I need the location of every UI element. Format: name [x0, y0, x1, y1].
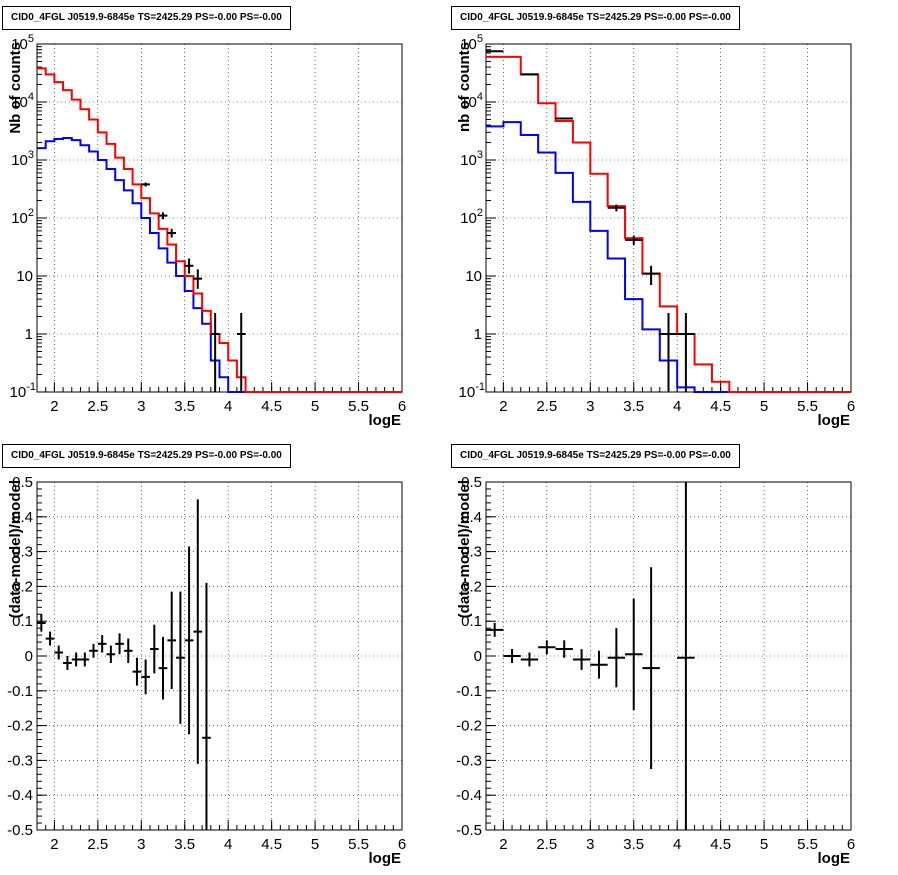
x-tick-label: 3.5	[623, 836, 644, 853]
x-axis-title: logE	[369, 412, 402, 429]
x-tick-label: 3.5	[174, 398, 195, 415]
plot-title-2: CID0_4FGL J0519.9-6845e TS=2425.29 PS=-0…	[451, 6, 740, 30]
x-tick-label: 5.5	[348, 836, 369, 853]
plot-frame	[485, 481, 852, 831]
plot-frame	[36, 481, 403, 831]
x-tick-label: 4.5	[710, 836, 731, 853]
y-tick-label: 0	[474, 648, 482, 665]
model-total-line	[37, 67, 402, 393]
model-component-line	[37, 136, 402, 393]
x-tick-label: 2	[50, 836, 58, 853]
y-tick-label: 10-1	[10, 381, 36, 401]
y-axis-title: (data-model)/model	[456, 480, 473, 618]
y-tick-label: 0.2	[461, 578, 482, 595]
residual-plot-pad-1: CID0_4FGL J0519.9-6845e TS=2425.29 PS=-0…	[0, 438, 449, 875]
x-tick-label: 2	[50, 398, 58, 415]
y-tick-label: 10	[465, 268, 482, 285]
y-tick-label: 10	[16, 268, 33, 285]
x-tick-label: 5	[311, 836, 319, 853]
y-tick-label: -0.5	[7, 822, 33, 839]
y-tick-label: 0.1	[461, 613, 482, 630]
y-tick-label: 1	[25, 326, 33, 343]
x-tick-label: 5.5	[797, 398, 818, 415]
x-tick-label: 3	[586, 836, 594, 853]
y-tick-label: -0.3	[7, 752, 33, 769]
y-tick-label: 105	[11, 33, 34, 53]
x-tick-label: 2.5	[87, 398, 108, 415]
y-tick-label: 0.5	[12, 474, 33, 491]
y-tick-label: 104	[11, 91, 34, 111]
y-tick-label: -0.5	[456, 822, 482, 839]
x-tick-label: 5	[760, 836, 768, 853]
x-tick-label: 4.5	[261, 398, 282, 415]
x-tick-label: 3	[137, 398, 145, 415]
y-axis-title: nb of counts	[456, 42, 473, 132]
x-tick-label: 4	[673, 398, 681, 415]
counts-plot-1: 2 2.5 3 3.5 4 4.5 5 5.5 6 10-1 1 10 102 103 104 105 logE…	[7, 33, 406, 429]
plot-title-3: CID0_4FGL J0519.9-6845e TS=2425.29 PS=-0…	[2, 444, 291, 468]
x-tick-label: 6	[398, 836, 406, 853]
y-tick-label: 103	[460, 149, 483, 169]
y-tick-label: 103	[11, 149, 34, 169]
y-tick-label: 102	[11, 207, 34, 227]
x-tick-label: 3	[586, 398, 594, 415]
y-tick-label: -0.3	[456, 752, 482, 769]
plot-title-4: CID0_4FGL J0519.9-6845e TS=2425.29 PS=-0…	[451, 444, 740, 468]
x-tick-label: 4.5	[710, 398, 731, 415]
plot-title-1: CID0_4FGL J0519.9-6845e TS=2425.29 PS=-0…	[2, 6, 291, 30]
counts-plot-pad-1: CID0_4FGL J0519.9-6845e TS=2425.29 PS=-0…	[0, 0, 449, 437]
x-axis-title: logE	[369, 850, 402, 867]
y-tick-label: 0.4	[12, 509, 33, 526]
y-tick-label: -0.4	[7, 787, 33, 804]
y-tick-label: 0.2	[12, 578, 33, 595]
y-tick-label: -0.2	[7, 718, 33, 735]
y-tick-label: 105	[460, 33, 483, 53]
x-tick-label: 6	[847, 836, 855, 853]
y-axis-title: (data-model)/model	[7, 480, 24, 618]
y-tick-label: 0	[25, 648, 33, 665]
y-tick-label: -0.1	[456, 683, 482, 700]
x-axis-title: logE	[818, 412, 851, 429]
x-tick-label: 3.5	[174, 836, 195, 853]
x-tick-label: 3	[137, 836, 145, 853]
x-tick-label: 2.5	[536, 836, 557, 853]
x-tick-label: 5.5	[348, 398, 369, 415]
y-tick-label: 0.4	[461, 509, 482, 526]
y-tick-label: 104	[460, 91, 483, 111]
y-tick-label: 0.3	[12, 544, 33, 561]
y-tick-label: 1	[474, 326, 482, 343]
x-tick-label: 2.5	[536, 398, 557, 415]
residual-plot-1: 2 2.5 3 3.5 4 4.5 5 5.5 6 -0.5 -0.4 -0.3 -0.2 -0.1 0 0.…	[7, 474, 406, 867]
x-tick-label: 6	[847, 398, 855, 415]
x-tick-label: 4	[224, 836, 232, 853]
x-tick-label: 4.5	[261, 836, 282, 853]
x-tick-label: 5	[311, 398, 319, 415]
y-tick-label: 10-1	[459, 381, 485, 401]
y-tick-label: 102	[460, 207, 483, 227]
x-tick-label: 2.5	[87, 836, 108, 853]
y-tick-label: 0.3	[461, 544, 482, 561]
residual-plot-2: 2 2.5 3 3.5 4 4.5 5 5.5 6 -0.5 -0.4 -0.3 -0.2 -0.1 0 0.…	[456, 474, 855, 867]
y-tick-label: -0.2	[456, 718, 482, 735]
residual-plot-pad-2: CID0_4FGL J0519.9-6845e TS=2425.29 PS=-0…	[449, 438, 898, 875]
y-tick-label: 0.5	[461, 474, 482, 491]
y-tick-label: -0.4	[456, 787, 482, 804]
x-axis-title: logE	[818, 850, 851, 867]
x-tick-label: 3.5	[623, 398, 644, 415]
x-tick-label: 5.5	[797, 836, 818, 853]
x-tick-label: 6	[398, 398, 406, 415]
counts-plot-pad-2: CID0_4FGL J0519.9-6845e TS=2425.29 PS=-0…	[449, 0, 898, 437]
x-tick-label: 4	[224, 398, 232, 415]
x-tick-label: 2	[499, 836, 507, 853]
x-tick-label: 2	[499, 398, 507, 415]
y-axis-title: Nb of counts	[7, 42, 24, 134]
counts-plot-2: 2 2.5 3 3.5 4 4.5 5 5.5 6 10-1 1 10 102 103 104 105 logE…	[456, 33, 855, 429]
y-tick-label: -0.1	[7, 683, 33, 700]
y-tick-label: 0.1	[12, 613, 33, 630]
x-tick-label: 5	[760, 398, 768, 415]
x-tick-label: 4	[673, 836, 681, 853]
